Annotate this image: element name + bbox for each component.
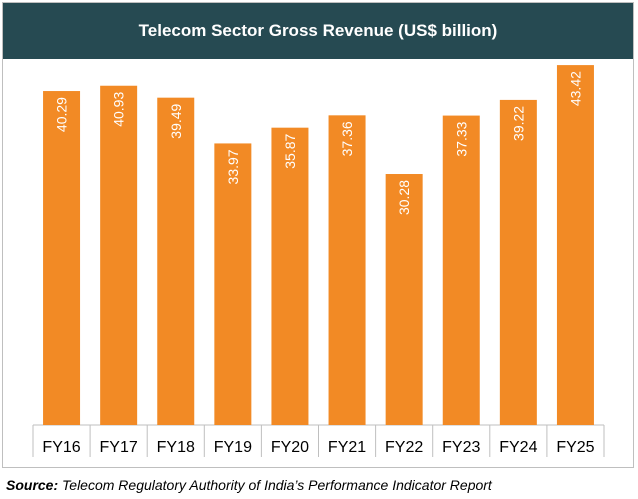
bar-fy19 [214, 143, 252, 425]
bar-fy18 [157, 97, 195, 425]
data-label-fy18: 39.49 [168, 103, 184, 138]
source-note: Source: Telecom Regulatory Authority of … [6, 477, 492, 493]
x-tick-label-fy17: FY17 [100, 439, 138, 456]
bar-fy23 [442, 115, 480, 425]
x-tick-label-fy23: FY23 [442, 439, 480, 456]
bar-fy17 [100, 85, 138, 425]
chart-title: Telecom Sector Gross Revenue (US$ billio… [138, 21, 498, 40]
bar-fy25 [556, 65, 594, 426]
data-label-fy16: 40.29 [54, 97, 70, 132]
bar-fy20 [271, 127, 309, 426]
bar-fy22 [385, 174, 423, 425]
data-label-fy24: 39.22 [510, 106, 526, 141]
data-label-fy19: 33.97 [225, 149, 241, 184]
x-tick-label-fy20: FY20 [271, 439, 309, 456]
data-label-fy23: 37.33 [453, 121, 469, 156]
x-tick-label-fy25: FY25 [556, 439, 594, 456]
x-tick-label-fy18: FY18 [157, 439, 195, 456]
data-label-fy22: 30.28 [396, 180, 412, 215]
bar-fy21 [328, 115, 366, 425]
data-label-fy25: 43.42 [567, 71, 583, 106]
bar-fy16 [43, 91, 81, 426]
x-tick-label-fy19: FY19 [214, 439, 252, 456]
data-label-fy20: 35.87 [282, 133, 298, 168]
x-tick-label-fy16: FY16 [42, 439, 80, 456]
source-label: Source: [6, 477, 59, 493]
x-tick-label-fy21: FY21 [328, 439, 366, 456]
data-label-fy17: 40.93 [111, 92, 127, 127]
source-text: Telecom Regulatory Authority of India’s … [58, 477, 492, 493]
x-tick-label-fy24: FY24 [499, 439, 537, 456]
bar-fy24 [499, 99, 537, 425]
x-tick-label-fy22: FY22 [385, 439, 423, 456]
bar-chart: 40.29 FY16 40.93 FY17 39.49 FY18 33.97 FY19 35.8… [32, 65, 605, 457]
data-label-fy21: 37.36 [339, 121, 355, 156]
chart-title-bar: Telecom Sector Gross Revenue (US$ billio… [3, 3, 633, 59]
